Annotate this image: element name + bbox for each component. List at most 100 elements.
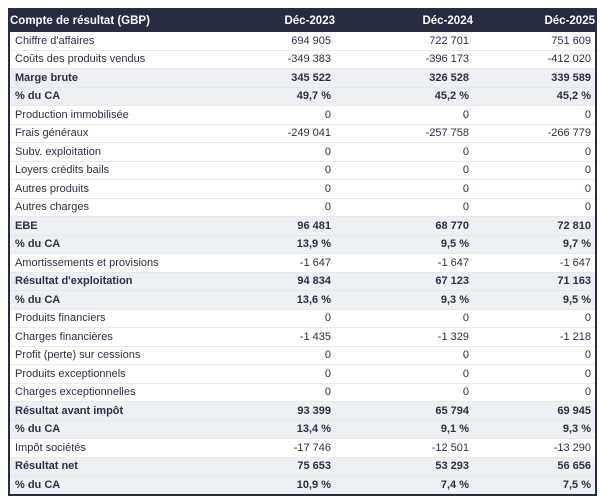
row-label: Autres produits (9, 179, 196, 199)
table-row: Résultat avant impôt 93 399 65 794 69 945 (9, 401, 596, 421)
row-label: Résultat net (9, 457, 196, 476)
row-value: 0 (473, 383, 596, 402)
row-value: 0 (335, 105, 473, 125)
row-value: -249 041 (196, 124, 335, 143)
row-value: 0 (473, 142, 596, 162)
table-row: Chiffre d'affaires 694 905 722 701 751 609 (9, 32, 596, 51)
table-row: Impôt sociétés -17 746 -12 501 -13 290 (9, 438, 596, 458)
table-row: % du CA 49,7 % 45,2 % 45,2 % (9, 87, 596, 106)
row-value: -13 290 (473, 438, 596, 458)
row-label: Profit (perte) sur cessions (9, 346, 196, 365)
row-value: 0 (196, 142, 335, 162)
row-value: 0 (473, 198, 596, 217)
table-row: Autres charges 0 0 0 (9, 198, 596, 217)
row-value: -349 383 (196, 50, 335, 69)
column-header-dec-2025: Déc-2025 (473, 9, 596, 32)
row-value: 67 123 (335, 272, 473, 291)
row-value: 0 (473, 346, 596, 365)
row-value: 0 (335, 198, 473, 217)
row-label: EBE (9, 216, 196, 236)
row-value: 71 163 (473, 272, 596, 291)
table-row: Marge brute 345 522 326 528 339 589 (9, 68, 596, 88)
table-body: Chiffre d'affaires 694 905 722 701 751 609 C… (9, 32, 596, 495)
row-value: -1 647 (196, 253, 335, 273)
row-value: 0 (473, 309, 596, 328)
table-row: Charges exceptionnelles 0 0 0 (9, 383, 596, 402)
row-value: -396 173 (335, 50, 473, 69)
table-row: % du CA 13,9 % 9,5 % 9,7 % (9, 235, 596, 254)
row-label: Impôt sociétés (9, 438, 196, 458)
row-value: 326 528 (335, 68, 473, 88)
row-value: 7,5 % (473, 475, 596, 495)
row-value: 0 (196, 198, 335, 217)
row-value: 0 (196, 346, 335, 365)
row-value: -257 758 (335, 124, 473, 143)
table-row: Loyers crédits bails 0 0 0 (9, 161, 596, 180)
column-header-dec-2023: Déc-2023 (196, 9, 335, 32)
column-header-dec-2024: Déc-2024 (335, 9, 473, 32)
table-row: Production immobilisée 0 0 0 (9, 105, 596, 125)
row-label: Produits exceptionnels (9, 364, 196, 384)
table-row: EBE 96 481 68 770 72 810 (9, 216, 596, 236)
table-row: Résultat d'exploitation 94 834 67 123 71 16… (9, 272, 596, 291)
table-row: Coûts des produits vendus -349 383 -396 17… (9, 50, 596, 69)
table-row: Autres produits 0 0 0 (9, 179, 596, 199)
row-value: 0 (196, 383, 335, 402)
row-value: 56 656 (473, 457, 596, 476)
row-label: Subv. exploitation (9, 142, 196, 162)
row-value: 0 (335, 142, 473, 162)
table-row: % du CA 13,6 % 9,3 % 9,5 % (9, 290, 596, 310)
row-value: -12 501 (335, 438, 473, 458)
row-label: % du CA (9, 290, 196, 310)
row-value: 9,5 % (473, 290, 596, 310)
row-value: 53 293 (335, 457, 473, 476)
row-label: % du CA (9, 475, 196, 495)
row-label: Coûts des produits vendus (9, 50, 196, 69)
table-title: Compte de résultat (GBP) (9, 9, 196, 32)
row-label: Marge brute (9, 68, 196, 88)
table-row: Produits financiers 0 0 0 (9, 309, 596, 328)
row-value: 94 834 (196, 272, 335, 291)
row-value: 339 589 (473, 68, 596, 88)
row-value: 0 (335, 309, 473, 328)
row-value: 0 (196, 309, 335, 328)
row-value: 0 (196, 161, 335, 180)
row-value: 0 (335, 161, 473, 180)
header-row: Compte de résultat (GBP) Déc-2023 Déc-20… (9, 9, 596, 32)
financial-table: Compte de résultat (GBP) Déc-2023 Déc-20… (8, 8, 597, 496)
row-label: Charges exceptionnelles (9, 383, 196, 402)
row-value: 13,4 % (196, 420, 335, 439)
row-label: Amortissements et provisions (9, 253, 196, 273)
row-value: -1 218 (473, 327, 596, 347)
row-value: 49,7 % (196, 87, 335, 106)
row-value: 68 770 (335, 216, 473, 236)
row-value: 694 905 (196, 32, 335, 51)
row-value: 0 (335, 383, 473, 402)
row-value: -1 329 (335, 327, 473, 347)
table-row: Charges financières -1 435 -1 329 -1 218 (9, 327, 596, 347)
row-value: 9,3 % (473, 420, 596, 439)
row-value: 72 810 (473, 216, 596, 236)
row-label: Chiffre d'affaires (9, 32, 196, 51)
row-label: Frais généraux (9, 124, 196, 143)
row-value: 0 (473, 161, 596, 180)
table-row: Subv. exploitation 0 0 0 (9, 142, 596, 162)
row-value: -412 020 (473, 50, 596, 69)
row-value: 9,7 % (473, 235, 596, 254)
table-row: % du CA 10,9 % 7,4 % 7,5 % (9, 475, 596, 495)
row-value: 69 945 (473, 401, 596, 421)
row-label: Production immobilisée (9, 105, 196, 125)
row-value: 0 (473, 105, 596, 125)
row-value: -17 746 (196, 438, 335, 458)
row-value: -1 647 (473, 253, 596, 273)
row-value: 96 481 (196, 216, 335, 236)
row-label: % du CA (9, 87, 196, 106)
row-value: 9,5 % (335, 235, 473, 254)
row-label: Résultat avant impôt (9, 401, 196, 421)
row-value: 0 (335, 364, 473, 384)
row-label: Loyers crédits bails (9, 161, 196, 180)
row-value: 75 653 (196, 457, 335, 476)
row-value: 45,2 % (473, 87, 596, 106)
row-value: 345 522 (196, 68, 335, 88)
row-value: 13,6 % (196, 290, 335, 310)
